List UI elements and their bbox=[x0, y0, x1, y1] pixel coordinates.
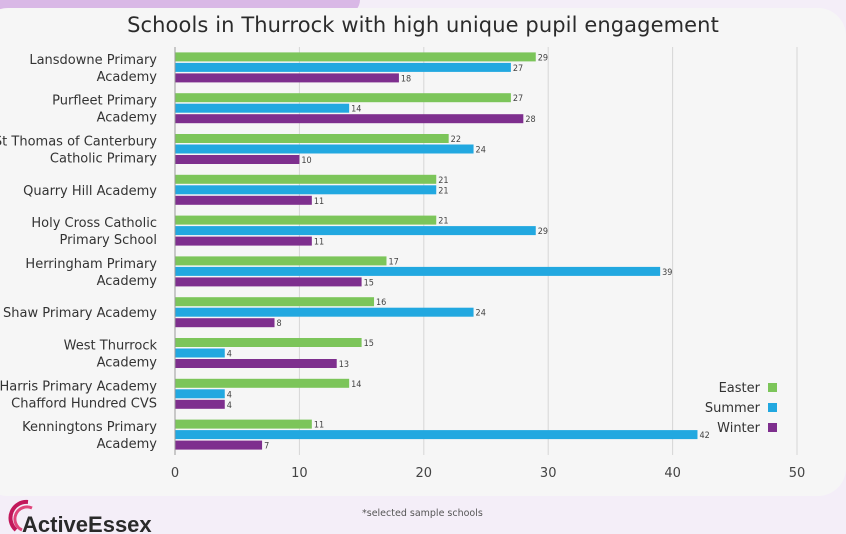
data-label: 13 bbox=[339, 360, 349, 370]
data-label: 11 bbox=[314, 238, 324, 248]
bar-chart: 0 10 20 30 40 50 29 27 18 Lansdowne Primary Academ… bbox=[0, 47, 806, 481]
logo-text: ActiveEssex bbox=[22, 512, 152, 534]
x-tick-label: 10 bbox=[291, 466, 308, 481]
data-label: 14 bbox=[351, 105, 361, 115]
bar-summer bbox=[175, 389, 225, 399]
data-label: 14 bbox=[351, 380, 361, 390]
bar-winter bbox=[175, 359, 337, 368]
bar-summer bbox=[175, 307, 474, 317]
data-label: 24 bbox=[476, 309, 486, 319]
data-label: 42 bbox=[699, 431, 709, 441]
bar-winter bbox=[175, 440, 263, 450]
bar-easter bbox=[175, 256, 387, 266]
data-label: 4 bbox=[227, 401, 232, 411]
bar-winter bbox=[175, 155, 300, 164]
bar-winter bbox=[175, 399, 225, 409]
data-label: 27 bbox=[513, 64, 523, 74]
data-label: 4 bbox=[227, 350, 232, 360]
bar-winter bbox=[175, 318, 275, 328]
legend-label: Winter bbox=[717, 421, 761, 436]
footnote: *selected sample schools bbox=[362, 508, 483, 519]
x-tick-label: 20 bbox=[416, 466, 433, 481]
data-label: 22 bbox=[451, 135, 461, 145]
bar-easter bbox=[175, 134, 449, 143]
category-label: Shaw Primary Academy bbox=[3, 306, 157, 321]
data-label: 29 bbox=[538, 227, 548, 237]
bar-easter bbox=[175, 297, 375, 307]
category-label: Quarry Hill Academy bbox=[23, 184, 157, 199]
data-label: 17 bbox=[388, 257, 398, 267]
category-label: Lansdowne Primary Academy bbox=[29, 53, 157, 85]
bar-easter bbox=[175, 378, 350, 388]
x-tick-label: 30 bbox=[540, 466, 557, 481]
bar-easter bbox=[175, 93, 511, 103]
bar-easter bbox=[175, 215, 437, 225]
data-label: 39 bbox=[662, 268, 672, 278]
legend: Easter Summer Winter bbox=[705, 381, 777, 436]
data-label: 18 bbox=[401, 74, 411, 84]
data-label: 10 bbox=[301, 156, 311, 166]
bar-summer bbox=[175, 103, 350, 113]
data-label: 27 bbox=[513, 94, 523, 104]
bar-summer bbox=[175, 185, 437, 195]
bar-summer bbox=[175, 348, 225, 358]
data-label: 15 bbox=[364, 278, 374, 288]
data-label: 21 bbox=[438, 176, 448, 186]
bar-summer bbox=[175, 62, 511, 72]
x-tick-label: 50 bbox=[789, 466, 806, 481]
legend-swatch bbox=[768, 423, 777, 432]
category-label: St Thomas of Canterbury Catholic Primary bbox=[0, 135, 157, 167]
x-tick-label: 40 bbox=[664, 466, 681, 481]
active-essex-logo: ActiveEssex bbox=[8, 499, 152, 534]
category-label: Purfleet Primary Academy bbox=[52, 94, 157, 126]
data-label: 29 bbox=[538, 53, 548, 63]
bar-summer bbox=[175, 430, 698, 440]
bar-winter bbox=[175, 114, 524, 124]
data-label: 28 bbox=[525, 115, 535, 125]
bar-easter bbox=[175, 52, 536, 62]
category-label: Holy Cross Catholic Primary School bbox=[31, 216, 157, 248]
category-label: West Thurrock Academy bbox=[64, 339, 158, 371]
category-label: Harris Primary Academy Chafford Hundred C… bbox=[0, 379, 157, 411]
bar-winter bbox=[175, 236, 312, 246]
bar-easter bbox=[175, 174, 437, 184]
data-label: 8 bbox=[277, 319, 282, 329]
data-label: 21 bbox=[438, 217, 448, 227]
legend-swatch bbox=[768, 383, 777, 392]
bar-winter bbox=[175, 73, 399, 83]
bar-easter bbox=[175, 338, 362, 347]
bar-winter bbox=[175, 277, 362, 287]
bar-winter bbox=[175, 195, 312, 205]
data-label: 21 bbox=[438, 186, 448, 196]
bar-summer bbox=[175, 144, 474, 154]
x-tick-label: 0 bbox=[171, 466, 179, 481]
bar-easter bbox=[175, 419, 312, 429]
data-label: 16 bbox=[376, 298, 386, 308]
legend-label: Summer bbox=[705, 401, 761, 416]
legend-swatch bbox=[768, 403, 777, 412]
chart-panel bbox=[0, 8, 846, 496]
legend-label: Easter bbox=[719, 381, 761, 396]
chart-title: Schools in Thurrock with high unique pup… bbox=[127, 13, 719, 37]
bar-summer bbox=[175, 266, 661, 276]
category-label: Herringham Primary Academy bbox=[25, 257, 157, 289]
data-label: 15 bbox=[364, 339, 374, 349]
data-label: 11 bbox=[314, 197, 324, 207]
data-label: 7 bbox=[264, 442, 269, 452]
category-label: Kenningtons Primary Academy bbox=[22, 420, 157, 452]
data-label: 24 bbox=[476, 146, 486, 156]
data-label: 4 bbox=[227, 390, 232, 400]
data-label: 11 bbox=[314, 421, 324, 431]
bar-summer bbox=[175, 226, 536, 236]
